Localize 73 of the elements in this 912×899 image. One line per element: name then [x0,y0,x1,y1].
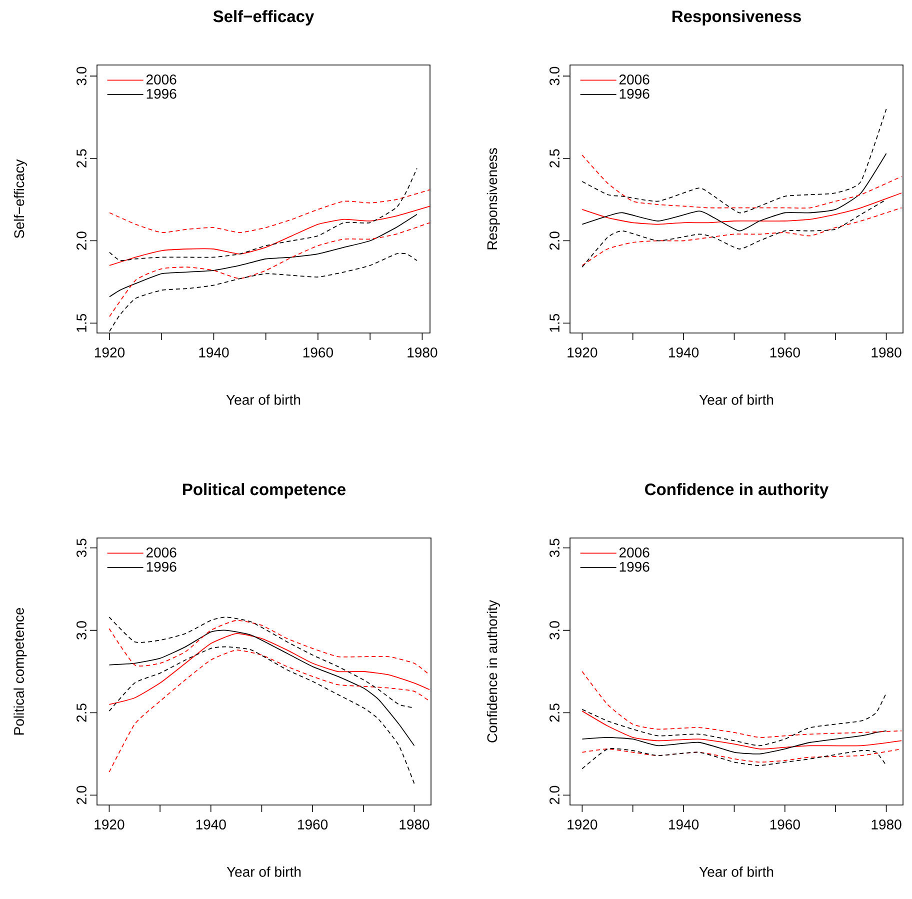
line-series [108,616,415,708]
x-tick-label: 1960 [770,820,800,830]
y-tick-label: 1.5 [550,314,560,332]
line-series [582,154,902,209]
chart-title: Confidence in authority [645,483,829,498]
line-series [582,748,902,763]
y-tick-label: 3.0 [76,66,86,86]
x-axis-title: Year of birth [699,866,774,877]
x-axis-title: Year of birth [226,866,301,877]
x-axis-title: Year of birth [226,394,300,405]
y-axis-title: Self−efficacy [14,159,27,238]
x-tick-label: 1940 [669,348,699,358]
line-series [108,620,430,676]
y-tick-label: 3.5 [550,538,560,558]
line-series [582,192,902,225]
y-tick-label: 2.5 [76,704,86,722]
legend-label: 1996 [620,562,650,572]
y-tick-label: 3.0 [76,621,86,640]
chart-title: Responsiveness [672,10,801,26]
x-tick-label: 1960 [303,348,333,358]
line-series [582,748,887,770]
x-tick-label: 1940 [669,820,699,830]
x-tick-label: 1920 [94,820,124,830]
line-series [582,108,887,214]
x-tick-label: 1940 [199,348,229,358]
line-series [108,633,430,705]
y-tick-label: 3.0 [550,66,560,86]
legend-label: 2006 [146,74,176,84]
legend-label: 1996 [146,88,176,99]
x-axis-title: Year of birth [699,394,774,405]
line-series [582,710,902,750]
y-tick-label: 3.0 [550,621,560,640]
x-tick-label: 1960 [770,348,800,358]
line-series [582,199,887,268]
y-tick-label: 2.5 [550,704,560,722]
y-axis-title: Responsiveness [486,148,500,250]
line-series [109,206,430,266]
x-tick-label: 1920 [568,348,598,358]
legend-label: 2006 [619,74,650,84]
line-series [582,692,887,746]
legend-label: 2006 [146,548,176,558]
y-axis-title: Political competence [14,608,27,735]
y-tick-label: 2.5 [76,149,86,168]
line-series [582,671,902,738]
y-tick-label: 2.0 [550,232,560,250]
x-tick-label: 1980 [408,348,438,358]
line-series [582,207,902,266]
line-series [109,189,430,233]
x-tick-label: 1920 [95,348,125,358]
line-series [108,630,415,746]
x-tick-label: 1980 [872,348,902,358]
y-tick-label: 2.0 [76,232,86,250]
y-axis-title: Confidence in authority [486,600,500,742]
y-tick-label: 2.0 [76,786,86,804]
legend-label: 2006 [619,548,650,558]
x-tick-label: 1940 [196,820,226,830]
line-series [109,168,418,262]
legend-label: 1996 [620,88,650,99]
line-series [109,214,418,298]
chart-title: Self−efficacy [213,10,314,26]
x-tick-label: 1920 [568,820,598,830]
x-tick-label: 1980 [400,820,430,830]
y-tick-label: 1.5 [76,314,86,332]
y-tick-label: 2.0 [550,786,560,804]
line-series [582,153,887,232]
y-tick-label: 3.5 [76,538,86,558]
chart-title: Political competence [183,483,346,498]
line-series [582,730,887,754]
legend-label: 1996 [146,562,176,572]
line-series [109,222,430,317]
x-tick-label: 1980 [872,820,902,830]
y-tick-label: 2.5 [550,149,560,168]
x-tick-label: 1960 [298,820,328,830]
